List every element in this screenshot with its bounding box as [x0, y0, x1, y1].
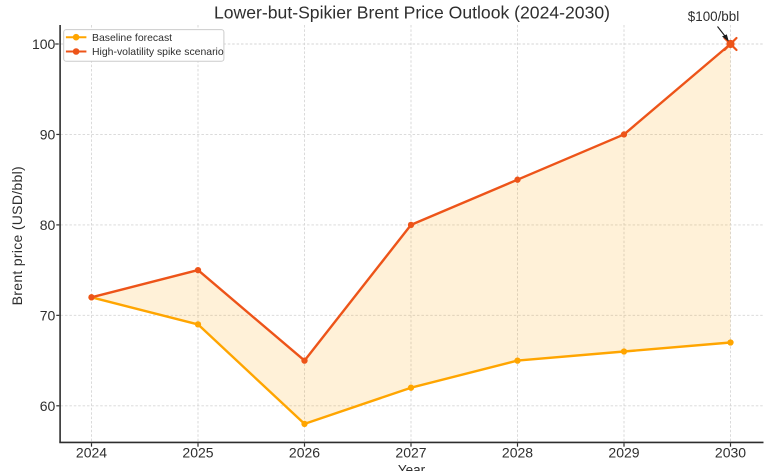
svg-text:Year: Year — [398, 462, 426, 471]
svg-text:2026: 2026 — [289, 445, 320, 461]
svg-text:$100/bbl: $100/bbl — [688, 9, 739, 24]
svg-text:Baseline forecast: Baseline forecast — [92, 33, 172, 44]
svg-text:2024: 2024 — [76, 445, 107, 461]
svg-text:High-volatility spike scenario: High-volatility spike scenario — [92, 47, 224, 58]
svg-text:60: 60 — [40, 398, 56, 414]
svg-text:70: 70 — [40, 307, 56, 323]
svg-text:80: 80 — [40, 217, 56, 233]
svg-text:2028: 2028 — [502, 445, 533, 461]
svg-text:2027: 2027 — [395, 445, 426, 461]
svg-text:90: 90 — [40, 127, 56, 143]
svg-text:Lower-but-Spikier Brent Price: Lower-but-Spikier Brent Price Outlook (2… — [214, 3, 610, 23]
svg-text:2029: 2029 — [608, 445, 639, 461]
svg-text:2030: 2030 — [715, 445, 746, 461]
svg-text:Brent price (USD/bbl): Brent price (USD/bbl) — [9, 166, 25, 305]
svg-text:2025: 2025 — [182, 445, 213, 461]
svg-text:100: 100 — [32, 36, 56, 52]
